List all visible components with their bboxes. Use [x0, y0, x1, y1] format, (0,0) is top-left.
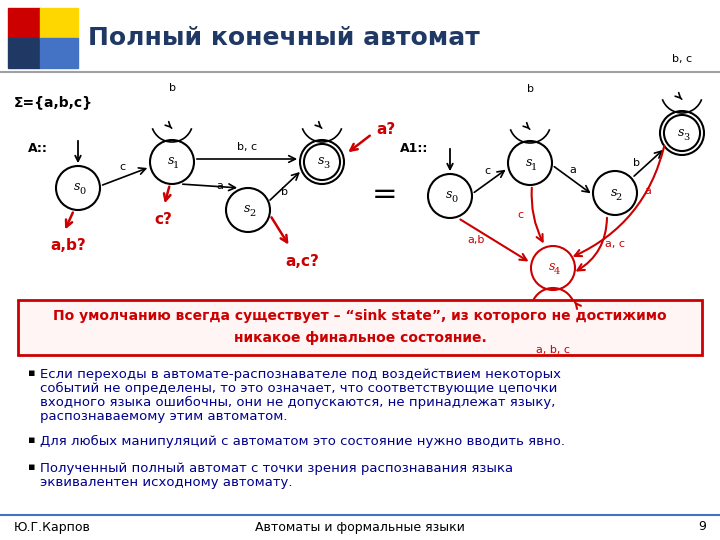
- Text: b: b: [168, 83, 176, 93]
- Text: c: c: [484, 166, 490, 176]
- Circle shape: [150, 140, 194, 184]
- Text: ▪: ▪: [28, 435, 35, 445]
- Text: s: s: [244, 202, 250, 215]
- Text: s: s: [549, 260, 555, 273]
- Circle shape: [664, 115, 700, 151]
- Bar: [40, 8, 78, 38]
- Text: 9: 9: [698, 521, 706, 534]
- Text: a, b, c: a, b, c: [536, 345, 570, 355]
- Text: Если переходы в автомате-распознавателе под воздействием некоторых: Если переходы в автомате-распознавателе …: [40, 368, 561, 381]
- Text: b, c: b, c: [672, 54, 692, 64]
- Text: c: c: [518, 211, 523, 220]
- Text: b: b: [282, 187, 289, 197]
- Text: a: a: [569, 165, 576, 175]
- Text: a: a: [217, 181, 223, 191]
- Text: распознаваемому этим автоматом.: распознаваемому этим автоматом.: [40, 410, 287, 423]
- Text: 3: 3: [683, 132, 689, 141]
- Text: эквивалентен исходному автомату.: эквивалентен исходному автомату.: [40, 476, 292, 489]
- Text: никакое финальное состояние.: никакое финальное состояние.: [233, 331, 487, 345]
- Circle shape: [660, 111, 704, 155]
- Bar: [40, 38, 78, 68]
- Circle shape: [304, 144, 340, 180]
- Text: входного языка ошибочны, они не допускаются, не принадлежат языку,: входного языка ошибочны, они не допускаю…: [40, 396, 555, 409]
- Text: ▪: ▪: [28, 462, 35, 472]
- Circle shape: [428, 174, 472, 218]
- FancyArrowPatch shape: [183, 184, 235, 191]
- FancyArrowPatch shape: [575, 146, 665, 256]
- Text: По умолчанию всегда существует – “sink state”, из которого не достижимо: По умолчанию всегда существует – “sink s…: [53, 309, 667, 323]
- Text: 1: 1: [531, 163, 537, 172]
- Circle shape: [508, 141, 552, 185]
- Text: A::: A::: [28, 141, 48, 154]
- FancyArrowPatch shape: [577, 218, 607, 271]
- Text: b, c: b, c: [237, 142, 257, 152]
- FancyArrowPatch shape: [102, 168, 145, 185]
- Text: s: s: [611, 186, 617, 199]
- Bar: [8, 8, 40, 38]
- Text: a, c: a, c: [605, 239, 625, 249]
- Text: 0: 0: [79, 187, 85, 197]
- Text: ▪: ▪: [28, 368, 35, 378]
- Text: Ю.Г.Карпов: Ю.Г.Карпов: [14, 521, 91, 534]
- Text: =: =: [372, 180, 398, 210]
- Text: 1: 1: [173, 161, 179, 171]
- Text: Автоматы и формальные языки: Автоматы и формальные языки: [255, 521, 465, 534]
- Text: 2: 2: [616, 192, 622, 201]
- Text: Σ={a,b,c}: Σ={a,b,c}: [14, 95, 93, 109]
- Circle shape: [226, 188, 270, 232]
- Text: Полный конечный автомат: Полный конечный автомат: [88, 26, 480, 50]
- Text: s: s: [168, 154, 174, 167]
- Text: A1::: A1::: [400, 141, 428, 154]
- FancyBboxPatch shape: [18, 300, 702, 355]
- Text: 3: 3: [323, 161, 329, 171]
- Text: b: b: [526, 84, 534, 94]
- Text: s: s: [526, 156, 532, 168]
- Text: a?: a?: [376, 123, 395, 138]
- FancyArrowPatch shape: [474, 171, 504, 192]
- Text: 4: 4: [554, 267, 560, 276]
- Circle shape: [593, 171, 637, 215]
- Text: событий не определены, то это означает, что соответствующие цепочки: событий не определены, то это означает, …: [40, 382, 557, 395]
- Text: Полученный полный автомат с точки зрения распознавания языка: Полученный полный автомат с точки зрения…: [40, 462, 513, 475]
- Text: s: s: [74, 180, 80, 193]
- FancyArrowPatch shape: [634, 151, 662, 176]
- FancyArrowPatch shape: [554, 167, 589, 192]
- Circle shape: [56, 166, 100, 210]
- Text: a,c?: a,c?: [285, 254, 319, 269]
- Text: s: s: [446, 188, 452, 201]
- Text: c: c: [119, 161, 125, 172]
- FancyArrowPatch shape: [197, 156, 295, 163]
- Text: 0: 0: [451, 195, 457, 205]
- Circle shape: [300, 140, 344, 184]
- Text: a,b: a,b: [468, 235, 485, 246]
- Text: b: b: [633, 158, 640, 168]
- Circle shape: [531, 246, 575, 290]
- Text: s: s: [318, 154, 324, 167]
- Text: a: a: [644, 186, 651, 195]
- Text: a,b?: a,b?: [50, 238, 86, 253]
- FancyArrowPatch shape: [531, 188, 543, 241]
- Text: c?: c?: [154, 212, 172, 226]
- FancyArrowPatch shape: [270, 173, 299, 200]
- Text: 2: 2: [249, 210, 255, 219]
- FancyArrowPatch shape: [460, 219, 526, 260]
- Text: s: s: [678, 125, 684, 138]
- Text: Для любых манипуляций с автоматом это состояние нужно вводить явно.: Для любых манипуляций с автоматом это со…: [40, 435, 565, 448]
- Bar: [8, 38, 40, 68]
